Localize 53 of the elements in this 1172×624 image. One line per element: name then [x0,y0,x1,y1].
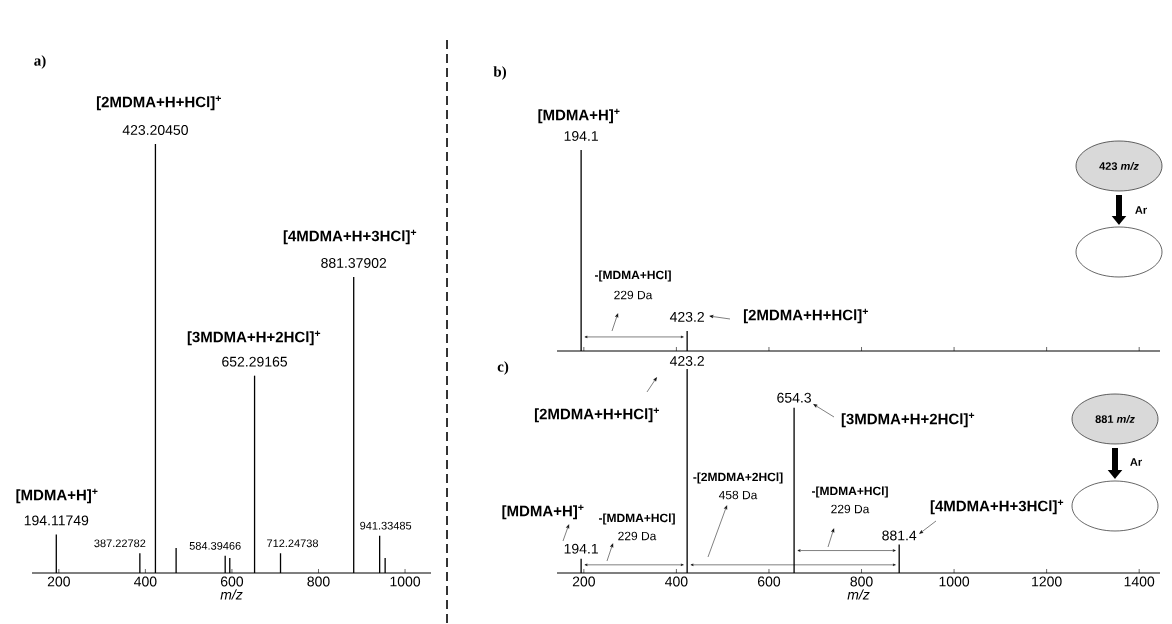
x-tick-label: 200 [47,576,70,587]
annotation: 423.20450 [122,125,188,136]
x-tick-label: 800 [850,576,873,587]
annotation: -[MDMA+HCl] [598,513,675,525]
annotation: 194.1 [564,131,598,142]
annotation: 423 m/z [1099,162,1139,171]
chart-title: a) [34,55,46,69]
chart-title: b) [493,66,507,80]
x-tick-label: 400 [665,576,688,587]
annotation: Ar [1130,458,1142,466]
annotation: [4MDMA+H+3HCl]$^{+}$ [930,499,1064,515]
annotation: 881 m/z [1095,415,1135,424]
x-tick-label: 1000 [939,576,970,587]
annotation: 652.29165 [222,356,288,367]
annotation: 194.11749 [24,515,89,526]
annotation: [3MDMA+H+2HCl]$^{+}$ [187,330,321,346]
x-tick-label: 1400 [1124,576,1155,587]
annotation: 229 Da [831,504,870,514]
text: [2MDMA+H+HCl]$^{+}$ [96,95,221,111]
annotation: 654.3 [777,392,811,403]
x-axis-title: m/z [220,589,243,600]
annotation: 584.39466 [189,542,241,550]
annotation: Ar [1135,206,1147,214]
annotation: 229 Da [614,290,653,300]
annotation: -[2MDMA+2HCl] [693,472,783,484]
annotation: [3MDMA+H+2HCl]$^{+}$ [841,412,975,428]
x-axis-title: m/z [847,589,870,600]
annotation: [2MDMA+H+HCl]$^{+}$ [534,407,659,423]
annotation: [4MDMA+H+3HCl]$^{+}$ [283,229,417,245]
annotation: 387.22782 [94,539,146,548]
x-tick-label: 1200 [1032,576,1062,587]
annotation: [2MDMA+H+HCl]$^{+}$ [743,308,868,324]
x-tick-label: 1000 [390,576,421,587]
annotation: 423.2 [669,356,704,367]
x-tick-label: 400 [134,576,157,587]
annotation: 881.37902 [321,258,387,269]
annotation: 458 Da [718,490,758,500]
annotation: 423.2 [669,312,704,322]
x-tick-label: 200 [572,576,595,587]
annotation: 194.1 [564,543,598,554]
x-tick-label: 600 [757,576,781,587]
annotation: [MDMA+H]$^{+}$ [502,504,584,520]
text: [MDMA+H]$^{+}$ [538,108,620,124]
annotation: 712.24738 [267,539,319,548]
annotation: -[MDMA+HCl] [594,270,671,282]
chart-title: c) [497,361,509,375]
annotation: 229 Da [618,531,657,541]
annotation: -[MDMA+HCl] [811,486,888,498]
x-tick-label: 800 [307,576,330,587]
annotation: 941.33485 [360,521,412,530]
x-tick-label: 600 [220,576,244,587]
annotation: 881.4 [882,530,917,541]
annotation: [MDMA+H]$^{+}$ [16,488,98,504]
